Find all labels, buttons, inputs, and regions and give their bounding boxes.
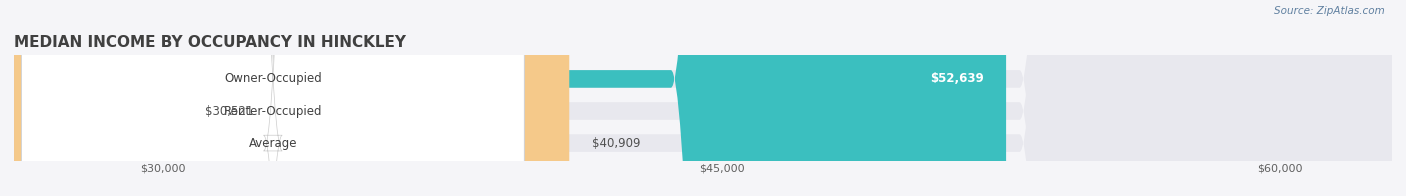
- Text: $40,909: $40,909: [592, 137, 640, 150]
- Text: Renter-Occupied: Renter-Occupied: [224, 104, 322, 118]
- Text: Average: Average: [249, 137, 297, 150]
- FancyBboxPatch shape: [14, 0, 1392, 196]
- FancyBboxPatch shape: [14, 0, 569, 196]
- FancyBboxPatch shape: [14, 0, 1392, 196]
- Text: MEDIAN INCOME BY OCCUPANCY IN HINCKLEY: MEDIAN INCOME BY OCCUPANCY IN HINCKLEY: [14, 34, 406, 50]
- Text: $52,639: $52,639: [929, 73, 984, 85]
- FancyBboxPatch shape: [21, 0, 524, 196]
- FancyBboxPatch shape: [21, 0, 524, 196]
- Text: Source: ZipAtlas.com: Source: ZipAtlas.com: [1274, 6, 1385, 16]
- Text: $30,521: $30,521: [205, 104, 253, 118]
- FancyBboxPatch shape: [21, 0, 524, 196]
- FancyBboxPatch shape: [14, 0, 1392, 196]
- FancyBboxPatch shape: [14, 0, 1007, 196]
- Text: Owner-Occupied: Owner-Occupied: [224, 73, 322, 85]
- FancyBboxPatch shape: [0, 0, 349, 196]
